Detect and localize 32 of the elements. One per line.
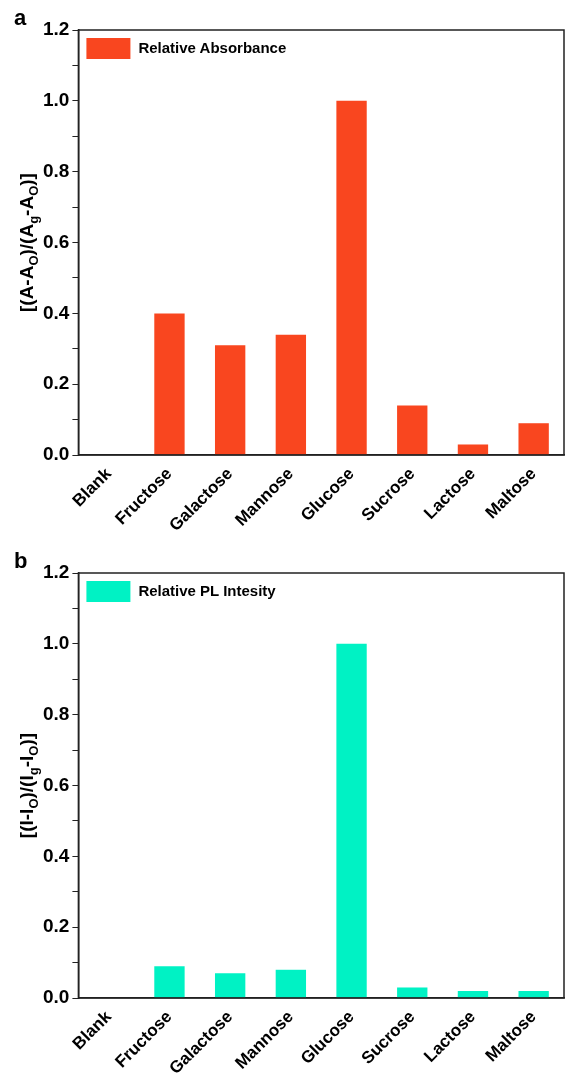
bar: [397, 987, 428, 998]
y-tick-label: 1.2: [42, 561, 70, 583]
chart-title: b: [14, 548, 28, 574]
bar: [275, 969, 307, 998]
y-tick-label: 0.4: [42, 844, 70, 866]
legend-label: Relative Absorbance: [138, 39, 287, 57]
bar: [154, 313, 185, 455]
bar: [214, 345, 246, 455]
y-tick-label: 0.4: [42, 301, 70, 323]
y-tick-label: 1.0: [42, 632, 70, 654]
legend-label: Relative PL Intesity: [138, 582, 277, 600]
bar: [518, 991, 549, 998]
y-tick-label: 0.2: [42, 915, 70, 937]
y-tick-label: 1.2: [42, 18, 70, 40]
y-tick-label: 0.6: [42, 230, 70, 252]
bar: [336, 643, 367, 998]
bar: [214, 973, 246, 998]
bar: [397, 405, 428, 455]
y-tick-label: 1.0: [42, 89, 70, 111]
y-tick-label: 0.8: [42, 159, 70, 181]
bar: [457, 991, 489, 998]
y-tick-label: 0.8: [42, 702, 70, 724]
bar: [336, 100, 367, 455]
chart-title: a: [14, 5, 27, 31]
bar: [518, 423, 549, 455]
bar: [275, 334, 307, 455]
y-tick-label: 0.0: [42, 986, 70, 1008]
bar: [457, 444, 489, 455]
bar: [154, 966, 185, 998]
y-tick-label: 0.0: [42, 443, 70, 465]
y-tick-label: 0.2: [42, 372, 70, 394]
y-tick-label: 0.6: [42, 773, 70, 795]
